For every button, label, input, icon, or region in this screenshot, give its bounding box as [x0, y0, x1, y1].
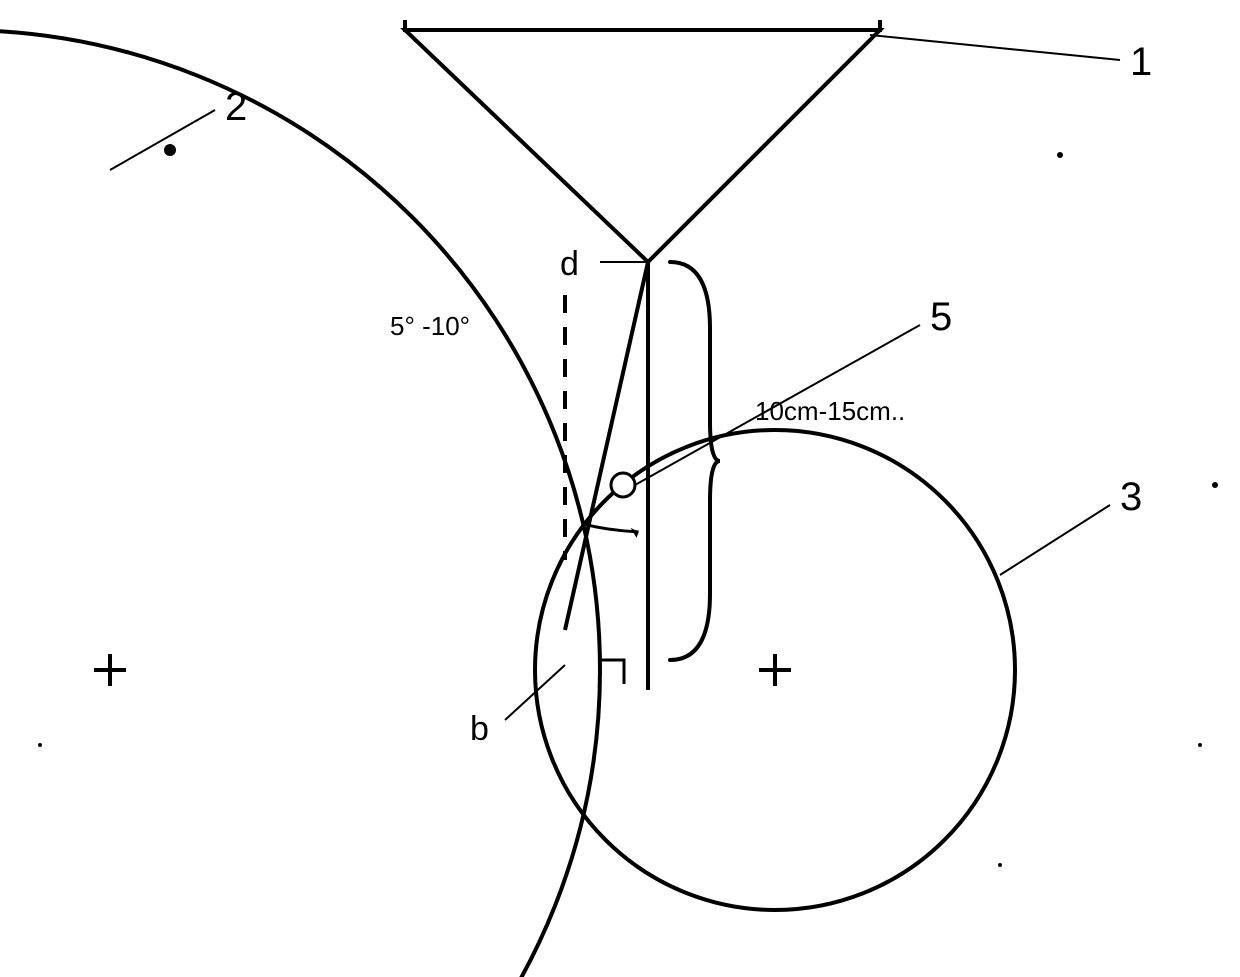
leader-to-1 [870, 35, 1120, 60]
speckle-artifact [1057, 152, 1063, 158]
stream-line-tilted [565, 262, 648, 630]
speckle-artifact [998, 863, 1002, 867]
leader-to-2 [110, 110, 215, 170]
label-angle-range: 5° -10° [390, 311, 470, 341]
label-5: 5 [930, 295, 952, 339]
speckle-artifact [38, 743, 42, 747]
label-distance-range: 10cm-15cm.. [755, 396, 905, 426]
label-3: 3 [1120, 475, 1142, 519]
angle-arc [583, 524, 639, 532]
marker-circle-5 [611, 473, 635, 497]
speckle-artifact [1198, 743, 1202, 747]
leader-to-3 [1000, 505, 1110, 575]
label-1: 1 [1130, 40, 1152, 84]
label-point-d: d [560, 245, 579, 283]
funnel-shape [405, 30, 880, 262]
label-2: 2 [225, 85, 247, 129]
right-angle-symbol [600, 660, 624, 684]
speckle-artifact [164, 144, 176, 156]
speckle-artifact [1212, 482, 1218, 488]
large-roll-circle [0, 30, 600, 977]
label-point-b: b [470, 710, 489, 748]
